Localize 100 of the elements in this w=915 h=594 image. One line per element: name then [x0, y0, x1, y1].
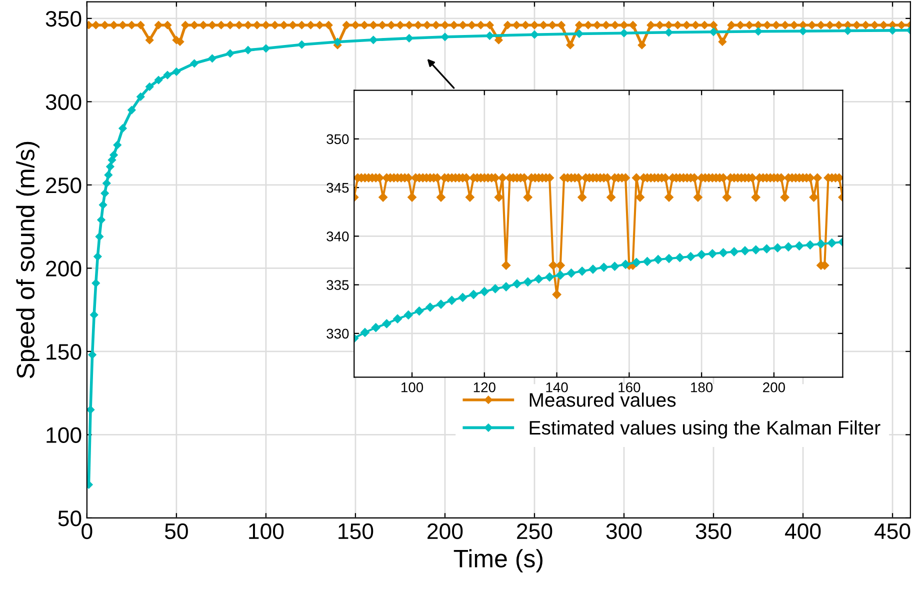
point [480, 287, 489, 296]
point [697, 250, 706, 260]
point [534, 274, 544, 284]
point [642, 256, 652, 266]
x-tick-label: 250 [517, 523, 552, 540]
y-tick-label: 50 [58, 510, 82, 526]
point [664, 254, 674, 264]
point [88, 350, 96, 359]
point [333, 38, 342, 46]
x-tick-label: 350 [696, 523, 732, 540]
point [458, 292, 468, 302]
point [447, 296, 456, 305]
point [100, 189, 109, 198]
point [163, 70, 172, 80]
y-tick-label: 335 [326, 280, 349, 290]
x-tick-label: 300 [606, 523, 642, 540]
point [226, 49, 234, 58]
x-tick-label: 200 [763, 382, 785, 392]
point [566, 268, 576, 278]
point [709, 28, 718, 36]
x-tick-label: 100 [401, 382, 424, 392]
point [575, 30, 584, 38]
point [404, 310, 413, 320]
point [502, 282, 511, 292]
point [751, 245, 760, 254]
point [106, 162, 114, 171]
y-tick-label: 150 [46, 344, 82, 360]
point [104, 170, 112, 180]
point [654, 255, 663, 264]
y-tick-label: 350 [326, 134, 349, 144]
point [632, 258, 641, 267]
point [798, 27, 808, 36]
point [102, 179, 111, 188]
point [97, 216, 106, 224]
point [369, 36, 378, 44]
point [486, 32, 494, 40]
point [844, 26, 852, 35]
x-tick-label: 50 [164, 523, 188, 540]
point [599, 262, 608, 272]
point [675, 253, 684, 262]
point [113, 140, 122, 150]
point [730, 247, 739, 256]
point [298, 40, 306, 49]
x-tick-label: 400 [784, 523, 821, 540]
y-tick-label: 100 [46, 427, 82, 443]
point [621, 260, 630, 269]
point [523, 277, 532, 286]
point [556, 270, 565, 280]
point [94, 252, 102, 261]
point [806, 240, 815, 250]
point [827, 238, 836, 248]
y-axis-title: Speed of sound (m/s) [16, 142, 40, 378]
point [588, 264, 598, 274]
point [436, 300, 446, 309]
point [414, 306, 424, 316]
point [360, 328, 370, 337]
point [578, 266, 587, 276]
point [708, 249, 717, 258]
x-tick-label: 150 [338, 523, 374, 540]
point [90, 310, 98, 319]
y-tick-label: 250 [46, 177, 82, 194]
legend-label: Estimated values using the Kalman Filter [530, 420, 880, 439]
point [92, 279, 100, 288]
point [262, 44, 270, 52]
point [110, 150, 118, 160]
point [190, 59, 198, 68]
point [762, 244, 772, 254]
x-tick-label: 0 [82, 523, 92, 540]
x-tick-label: 450 [874, 523, 910, 540]
point [610, 262, 620, 271]
point [740, 246, 750, 256]
point [440, 32, 450, 42]
point [620, 28, 628, 38]
point [118, 124, 127, 132]
x-axis-title: Time (s) [454, 549, 542, 572]
point [154, 76, 163, 84]
point [86, 406, 95, 414]
point [98, 200, 108, 210]
point [172, 68, 181, 76]
point [382, 319, 392, 328]
y-tick-label: 330 [326, 328, 349, 339]
point [888, 26, 897, 35]
x-tick-label: 160 [618, 382, 640, 392]
x-tick-label: 200 [428, 523, 463, 540]
y-tick-label: 350 [46, 10, 82, 27]
point [244, 46, 252, 54]
y-tick-label: 340 [326, 232, 349, 242]
y-tick-label: 200 [46, 260, 82, 276]
point [490, 284, 500, 294]
point [686, 252, 696, 262]
point [95, 232, 104, 241]
point [784, 242, 793, 252]
y-tick-label: 345 [326, 182, 349, 193]
point [136, 92, 145, 101]
point [512, 279, 522, 288]
point [208, 54, 216, 62]
point [718, 248, 728, 258]
x-tick-label: 140 [546, 382, 568, 392]
point [794, 241, 804, 250]
point [405, 34, 414, 42]
